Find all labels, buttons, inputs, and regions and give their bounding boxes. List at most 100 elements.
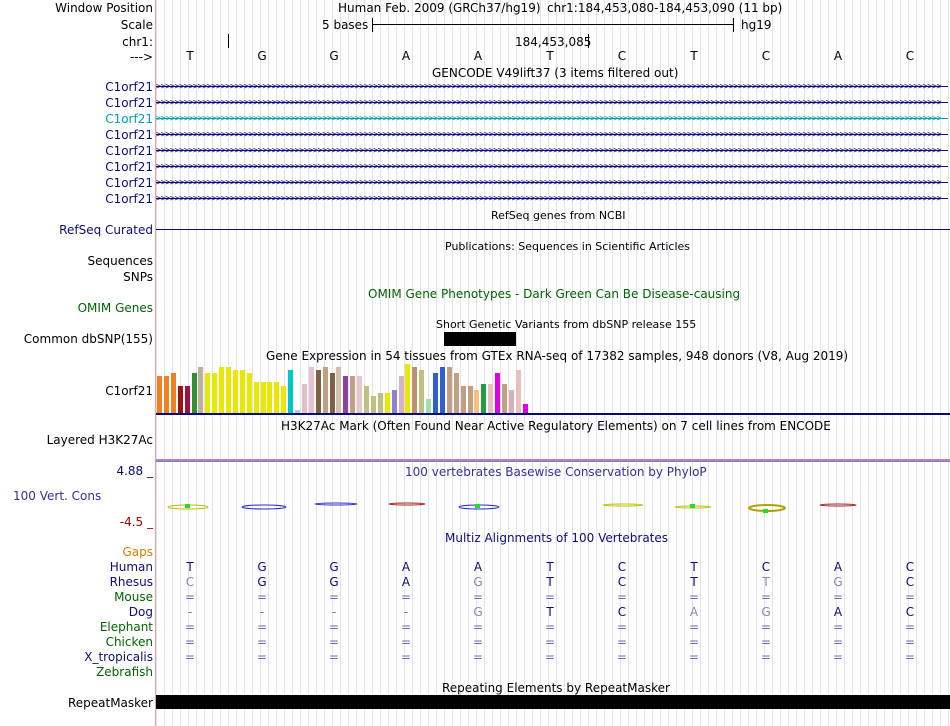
gtex-tissue-bar[interactable]: [453, 373, 459, 413]
species-label[interactable]: Human: [109, 560, 153, 574]
dbsnp-label[interactable]: Common dbSNP(155): [23, 332, 153, 346]
refseq-title[interactable]: RefSeq genes from NCBI: [491, 209, 626, 222]
gtex-tissue-bar[interactable]: [329, 373, 335, 413]
gtex-tissue-bar[interactable]: [219, 367, 225, 413]
gtex-tissue-bar[interactable]: [232, 370, 238, 413]
phylop-title[interactable]: 100 vertebrates Basewise Conservation by…: [405, 465, 707, 479]
gtex-tissue-bar[interactable]: [177, 386, 183, 413]
gencode-transcript-line[interactable]: [156, 102, 948, 103]
gtex-tissue-bar[interactable]: [191, 373, 197, 413]
gtex-tissue-bar[interactable]: [267, 382, 273, 413]
gtex-tissue-bar[interactable]: [467, 386, 473, 413]
gtex-tissue-bar[interactable]: [212, 373, 218, 413]
gtex-tissue-bar[interactable]: [474, 390, 480, 413]
species-label[interactable]: Chicken: [105, 635, 153, 649]
publications-title[interactable]: Publications: Sequences in Scientific Ar…: [445, 240, 690, 253]
gencode-transcript-line[interactable]: [156, 150, 948, 151]
gtex-tissue-bar[interactable]: [398, 376, 404, 413]
omim-title[interactable]: OMIM Gene Phenotypes - Dark Green Can Be…: [368, 287, 741, 301]
gtex-tissue-bar[interactable]: [495, 373, 501, 413]
gtex-tissue-bar[interactable]: [205, 373, 211, 413]
gencode-item-label[interactable]: C1orf21: [105, 80, 153, 94]
gtex-tissue-bar[interactable]: [315, 370, 321, 413]
gtex-tissue-bar[interactable]: [308, 367, 314, 413]
gencode-transcript-line[interactable]: [156, 134, 948, 135]
gtex-tissue-bar[interactable]: [522, 404, 528, 413]
gencode-item-label[interactable]: C1orf21: [105, 176, 153, 190]
dbsnp-title[interactable]: Short Genetic Variants from dbSNP releas…: [436, 318, 697, 331]
gtex-tissue-bar[interactable]: [246, 373, 252, 413]
gtex-tissue-bar[interactable]: [198, 367, 204, 413]
species-label[interactable]: Zebrafish: [96, 665, 153, 679]
gencode-transcript-line[interactable]: [156, 118, 948, 119]
gtex-tissue-bar[interactable]: [322, 367, 328, 413]
gtex-tissue-bar[interactable]: [508, 390, 514, 413]
gencode-item-label[interactable]: C1orf21: [105, 112, 153, 126]
species-label[interactable]: Elephant: [99, 620, 153, 634]
gtex-tissue-bar[interactable]: [281, 386, 287, 413]
snps-label[interactable]: SNPs: [123, 270, 153, 284]
species-label[interactable]: Dog: [128, 605, 153, 619]
gtex-tissue-bar[interactable]: [419, 370, 425, 413]
gencode-item-label[interactable]: C1orf21: [105, 144, 153, 158]
gtex-tissue-bar[interactable]: [377, 393, 383, 413]
position-text[interactable]: chr1:184,453,080-184,453,090 (11 bp): [547, 1, 783, 15]
repeatmasker-feature[interactable]: [156, 695, 950, 709]
gtex-tissue-bar[interactable]: [515, 370, 521, 413]
gtex-tissue-bar[interactable]: [391, 390, 397, 413]
species-label[interactable]: X_tropicalis: [84, 650, 153, 664]
phylop-track-label[interactable]: 100 Vert. Cons: [13, 489, 102, 503]
species-label[interactable]: Mouse: [114, 590, 153, 604]
gtex-tissue-bar[interactable]: [412, 367, 418, 413]
gtex-tissue-bar[interactable]: [481, 384, 487, 413]
dbsnp-variant[interactable]: [444, 332, 516, 346]
gencode-title[interactable]: GENCODE V49lift37 (3 items filtered out): [432, 66, 679, 80]
gencode-transcript-line[interactable]: [156, 182, 948, 183]
gtex-tissue-bar[interactable]: [405, 364, 411, 413]
refseq-label[interactable]: RefSeq Curated: [59, 223, 153, 237]
gencode-transcript-line[interactable]: [156, 86, 948, 87]
gencode-item-label[interactable]: C1orf21: [105, 160, 153, 174]
repeatmasker-label[interactable]: RepeatMasker: [67, 696, 153, 710]
gtex-tissue-bar[interactable]: [446, 367, 452, 413]
gaps-label[interactable]: Gaps: [122, 545, 153, 559]
gencode-transcript-line[interactable]: [156, 198, 948, 199]
gtex-tissue-bar[interactable]: [350, 376, 356, 413]
gtex-tissue-bar[interactable]: [253, 382, 259, 413]
gtex-tissue-bar[interactable]: [295, 410, 300, 413]
gtex-tissue-bar[interactable]: [370, 396, 376, 413]
sequences-label[interactable]: Sequences: [87, 254, 153, 268]
species-label[interactable]: Rhesus: [109, 575, 153, 589]
gtex-tissue-bar[interactable]: [163, 376, 169, 413]
gtex-tissue-bar[interactable]: [433, 373, 438, 413]
gtex-tissue-bar[interactable]: [274, 382, 280, 413]
gtex-tissue-bar[interactable]: [184, 386, 190, 413]
gencode-transcript-line[interactable]: [156, 166, 948, 167]
gtex-tissue-bar[interactable]: [460, 386, 466, 413]
gtex-title[interactable]: Gene Expression in 54 tissues from GTEx …: [266, 349, 849, 363]
gencode-item-label[interactable]: C1orf21: [105, 96, 153, 110]
h3k27ac-label[interactable]: Layered H3K27Ac: [46, 433, 153, 447]
gtex-tissue-bar[interactable]: [384, 393, 390, 413]
repeatmasker-title[interactable]: Repeating Elements by RepeatMasker: [442, 681, 670, 695]
gtex-tissue-bar[interactable]: [364, 386, 369, 413]
gtex-tissue-bar[interactable]: [157, 376, 162, 413]
gtex-tissue-bar[interactable]: [357, 376, 363, 413]
h3k27ac-title[interactable]: H3K27Ac Mark (Often Found Near Active Re…: [281, 419, 831, 433]
gtex-tissue-bar[interactable]: [439, 367, 445, 413]
gtex-tissue-bar[interactable]: [426, 399, 432, 413]
gtex-label[interactable]: C1orf21: [105, 384, 153, 398]
gtex-tissue-bar[interactable]: [260, 382, 266, 413]
gtex-tissue-bar[interactable]: [170, 373, 176, 413]
gtex-tissue-bar[interactable]: [301, 384, 307, 413]
gtex-tissue-bar[interactable]: [226, 367, 231, 413]
gtex-tissue-bar[interactable]: [502, 384, 507, 413]
gtex-tissue-bar[interactable]: [488, 384, 494, 413]
omim-label[interactable]: OMIM Genes: [77, 301, 153, 315]
multiz-title[interactable]: Multiz Alignments of 100 Vertebrates: [445, 531, 669, 545]
gencode-item-label[interactable]: C1orf21: [105, 192, 153, 206]
gtex-tissue-bar[interactable]: [239, 370, 245, 413]
refseq-feature[interactable]: [156, 229, 950, 230]
gtex-tissue-bar[interactable]: [336, 367, 342, 413]
gtex-tissue-bar[interactable]: [343, 376, 349, 413]
